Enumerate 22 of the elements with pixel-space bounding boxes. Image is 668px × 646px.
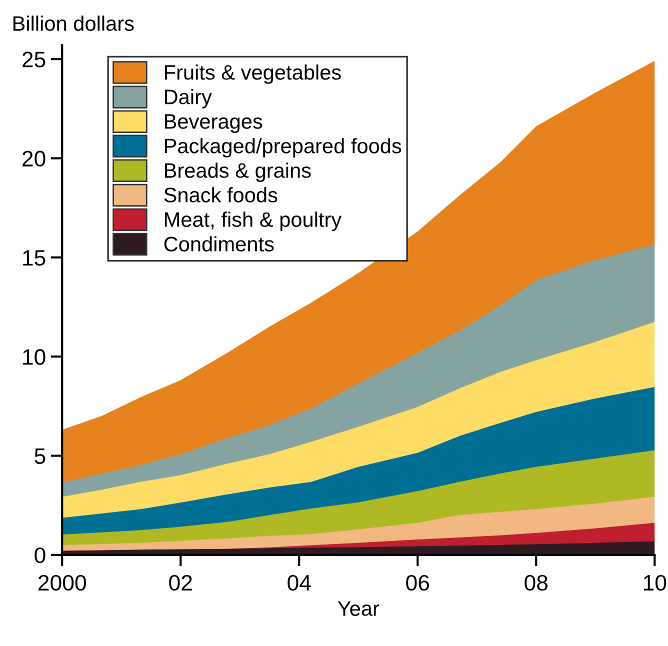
legend-label: Condiments <box>164 236 274 252</box>
y-tick-label: 5 <box>34 448 46 464</box>
legend-label: Beverages <box>165 114 262 133</box>
y-tick-label: 15 <box>23 250 46 266</box>
legend-label: Packaged/prepared foods <box>165 138 402 158</box>
x-axis-title: Year <box>338 601 380 616</box>
y-tick-label: 0 <box>34 547 46 564</box>
y-tick-label: 20 <box>22 150 46 167</box>
legend-label: Fruits & vegetables <box>165 64 341 84</box>
x-tick-label: 08 <box>524 574 548 591</box>
x-tick-label: 06 <box>406 574 430 591</box>
legend-label: Breads & grains <box>165 162 311 182</box>
x-tick-label: 2000 <box>38 574 86 591</box>
legend-label: Meat, fish & poultry <box>165 212 342 232</box>
legend-label: Snack foods <box>164 187 278 202</box>
x-tick-label: 10 <box>644 574 666 591</box>
y-tick-label: 25 <box>22 52 46 68</box>
y-tick-label: 10 <box>23 349 46 365</box>
x-tick-label: 02 <box>169 574 192 591</box>
y-axis-title: Billion dollars <box>13 16 134 31</box>
x-tick-label: 04 <box>288 574 311 591</box>
legend-label: Dairy <box>165 89 212 108</box>
